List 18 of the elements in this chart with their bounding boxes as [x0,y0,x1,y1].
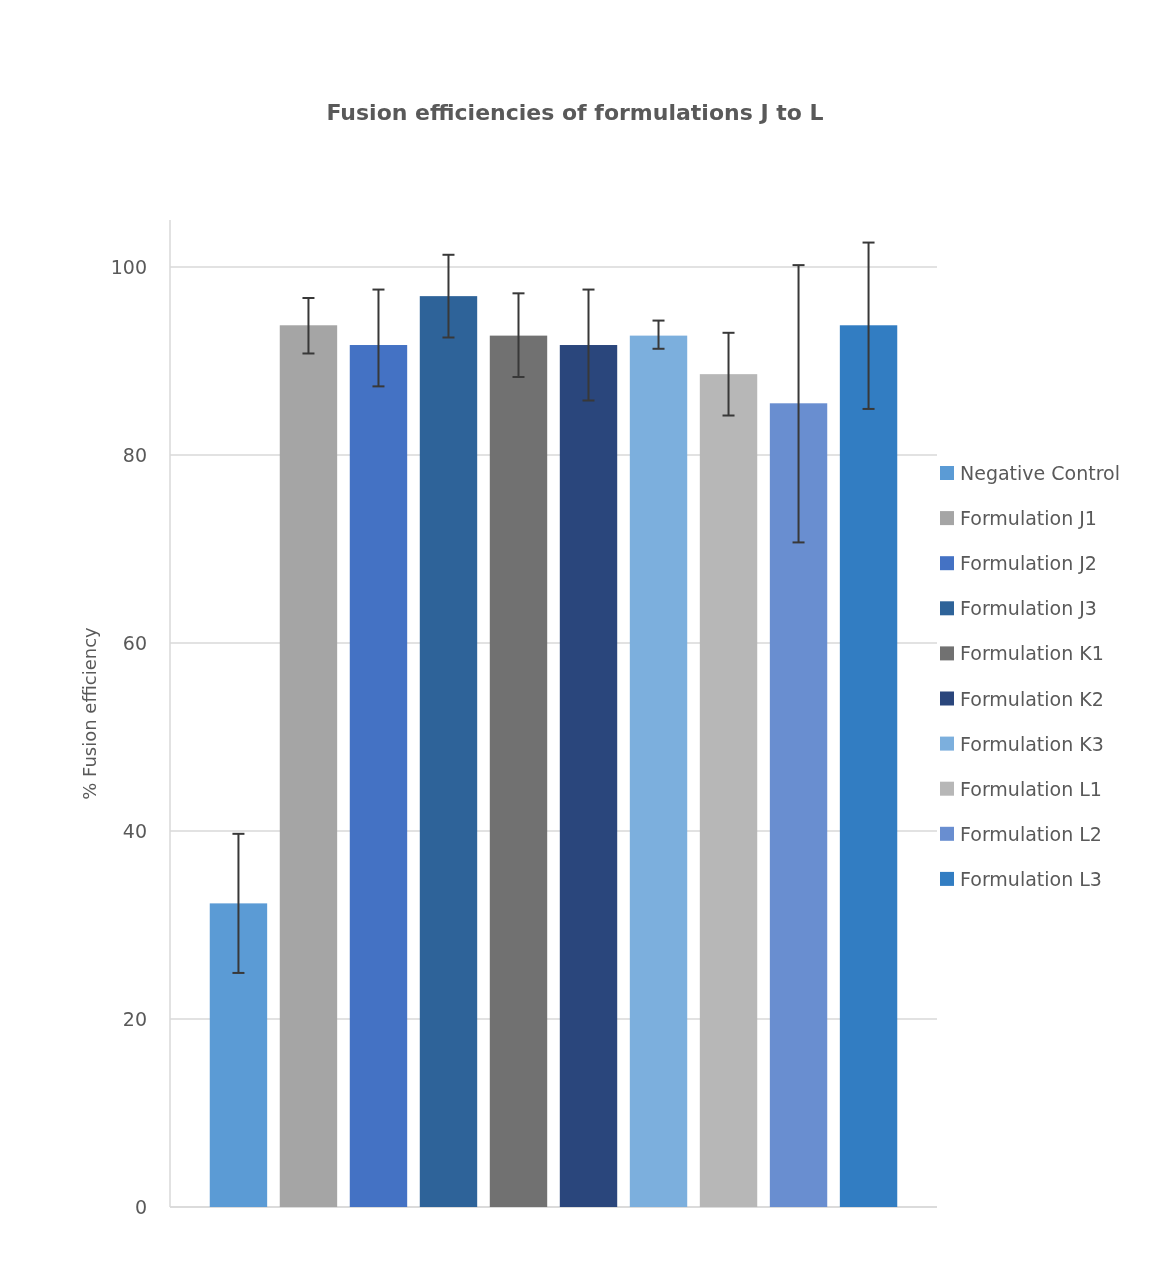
legend-label: Formulation K2 [960,687,1104,710]
chart-title: Fusion efficiencies of formulations J to L [326,100,824,125]
legend-label: Negative Control [960,462,1120,484]
legend-label: Formulation K3 [960,732,1104,755]
legend-label: Formulation K1 [960,642,1104,665]
y-tick-label: 80 [122,443,147,466]
y-axis-title: % Fusion efficiency [79,626,100,800]
y-tick-label: 60 [122,631,147,654]
legend-label: Formulation L2 [960,822,1102,845]
y-tick-label: 0 [134,1195,147,1218]
y-tick-label: 40 [122,819,147,842]
legend-label: Formulation J3 [960,597,1097,620]
y-tick-label: 20 [122,1007,147,1030]
legend-label: Formulation J2 [960,552,1097,575]
legend-label: Formulation L1 [960,777,1102,800]
legend-label: Formulation L3 [960,867,1102,890]
y-tick-label: 100 [110,255,147,278]
legend-label: Formulation J1 [960,507,1097,530]
